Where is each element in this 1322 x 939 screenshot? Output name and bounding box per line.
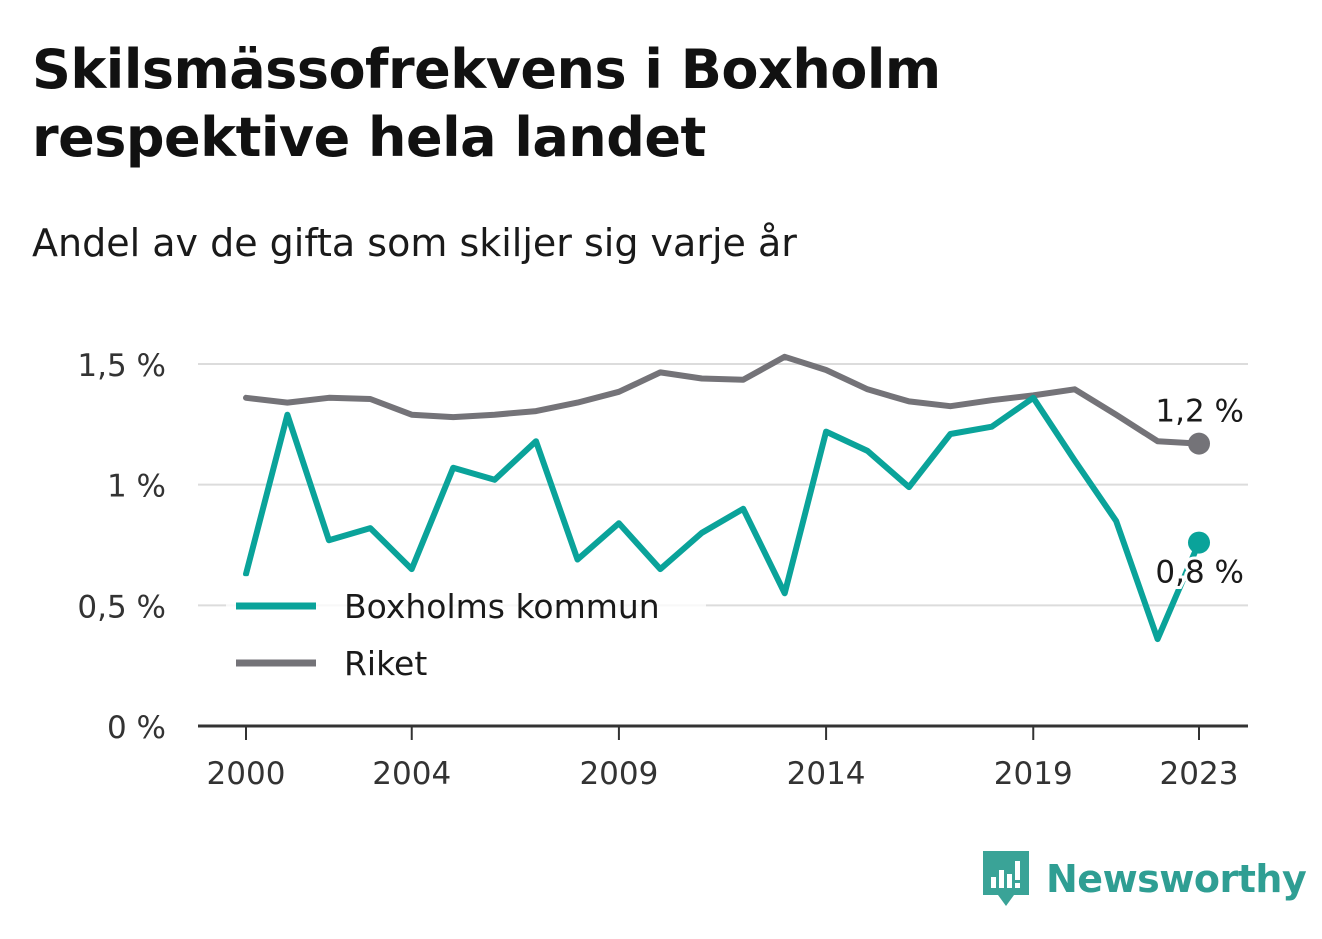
x-tick-label: 2019 (994, 756, 1073, 792)
end-label-riket: 1,2 % (1155, 394, 1244, 430)
legend: Boxholms kommun Riket (226, 576, 706, 696)
legend-item-riket-label: Riket (344, 644, 427, 683)
x-tick-label: 2004 (372, 756, 451, 792)
x-tick-label: 2009 (579, 756, 658, 792)
chart-title-line-1: Skilsmässofrekvens i Boxholm (32, 38, 941, 101)
legend-item-boxholm-label: Boxholms kommun (344, 587, 660, 626)
newsworthy-logo: Newsworthy (980, 848, 1307, 910)
chart-title: Skilsmässofrekvens i Boxholm respektive … (32, 36, 1282, 172)
axes: 0 % 0,5 % 1 % 1,5 % 2000 2004 2009 2014 2019 2023 (77, 348, 1248, 792)
end-labels: 1,2 % 0,8 % (1152, 391, 1247, 594)
end-point-boxholm (1188, 531, 1210, 554)
brand-name: Newsworthy (1046, 857, 1307, 901)
x-tick-label: 2000 (207, 756, 286, 792)
chart-title-line-2: respektive hela landet (32, 106, 706, 169)
y-tick-label: 0,5 % (77, 589, 166, 625)
x-tick-label: 2014 (787, 756, 866, 792)
series-line-riket (243, 353, 1202, 447)
series-line-boxholm (243, 394, 1202, 643)
end-label-boxholm: 0,8 % (1155, 555, 1244, 591)
chart-subtitle: Andel av de gifta som skiljer sig varje … (32, 221, 797, 265)
y-tick-label: 1 % (107, 469, 166, 505)
y-tick-label: 0 % (107, 710, 166, 746)
bar-chart-speech-bubble-icon (983, 851, 1029, 906)
end-point-riket (1188, 432, 1210, 455)
series-lines (243, 353, 1210, 643)
x-tick-label: 2023 (1160, 756, 1239, 792)
legend-background (226, 576, 706, 696)
y-tick-label: 1,5 % (77, 348, 166, 384)
